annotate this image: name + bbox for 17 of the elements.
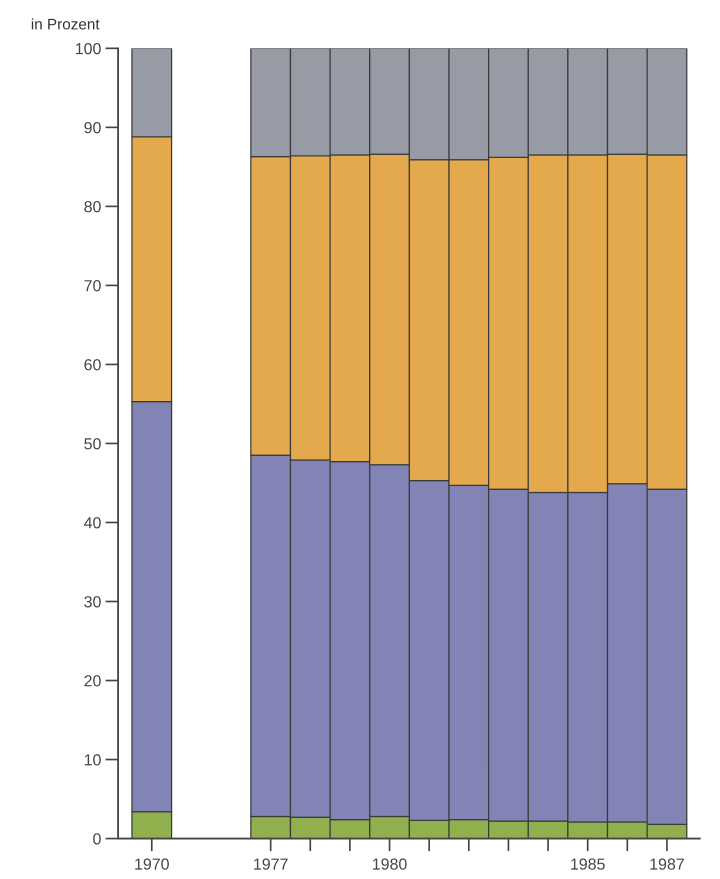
x-tick-label: 1985: [571, 858, 605, 870]
x-tick-label: 1980: [372, 858, 407, 870]
y-tick-label: 10: [84, 754, 101, 766]
y-tick-label: 60: [84, 359, 101, 370]
y-tick-label: 100: [76, 42, 101, 54]
y-tick-label: 30: [84, 596, 101, 608]
y-tick-label: 50: [84, 438, 101, 450]
y-tick-label: 40: [84, 517, 101, 528]
x-tick-label: 1987: [650, 858, 684, 870]
x-tick-label: 1977: [254, 858, 288, 870]
y-tick-label: 20: [84, 675, 101, 686]
y-tick-label: 70: [84, 280, 101, 292]
y-tick-label: 90: [84, 122, 101, 134]
y-tick-label: 80: [84, 201, 101, 212]
x-tick-label: 1970: [135, 858, 169, 870]
y-axis-title: in Prozent: [32, 18, 100, 30]
y-tick-label: 0: [93, 833, 101, 845]
